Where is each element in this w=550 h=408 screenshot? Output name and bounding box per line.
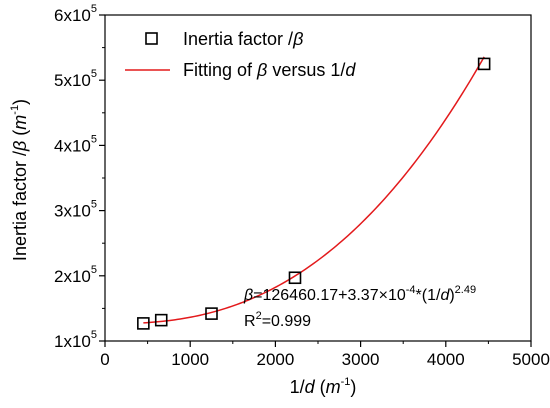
x-tick-label: 4000 bbox=[427, 350, 465, 369]
y-tick-label: 4x105 bbox=[54, 133, 97, 155]
legend-marker-square bbox=[145, 32, 158, 45]
x-tick-label: 2000 bbox=[256, 350, 294, 369]
y-tick-label: 1x105 bbox=[54, 329, 97, 351]
data-point bbox=[154, 313, 168, 327]
fit-equation: β=126460.17+3.37×10-4*(1/d)2.49 bbox=[243, 284, 476, 304]
data-point bbox=[288, 271, 302, 285]
data-point bbox=[477, 57, 491, 71]
y-tick-label: 6x105 bbox=[54, 3, 97, 25]
data-point bbox=[205, 307, 218, 320]
legend: Inertia factor /β Fitting of β versus 1/… bbox=[125, 29, 356, 80]
x-tick-label: 1000 bbox=[171, 350, 209, 369]
data-points bbox=[137, 57, 491, 330]
legend-entry-fit: Fitting of β versus 1/d bbox=[183, 60, 356, 80]
y-axis-title: Inertia factor /β (m-1) bbox=[9, 99, 30, 261]
x-axis: 0 1000 2000 3000 4000 5000 bbox=[100, 341, 550, 369]
data-point bbox=[137, 317, 150, 330]
y-tick-label: 2x105 bbox=[54, 264, 97, 286]
x-tick-label: 3000 bbox=[342, 350, 380, 369]
x-axis-title: 1/d (m-1) bbox=[290, 376, 357, 397]
fit-curve bbox=[143, 56, 485, 324]
x-tick-label: 5000 bbox=[512, 350, 550, 369]
r-squared: R2=0.999 bbox=[244, 310, 311, 330]
legend-entry-data: Inertia factor /β bbox=[183, 29, 303, 49]
x-tick-label: 0 bbox=[100, 350, 109, 369]
y-axis: 1x105 2x105 3x105 4x105 5x105 6x105 bbox=[54, 3, 105, 351]
y-tick-label: 5x105 bbox=[54, 68, 97, 90]
y-tick-label: 3x105 bbox=[54, 199, 97, 221]
